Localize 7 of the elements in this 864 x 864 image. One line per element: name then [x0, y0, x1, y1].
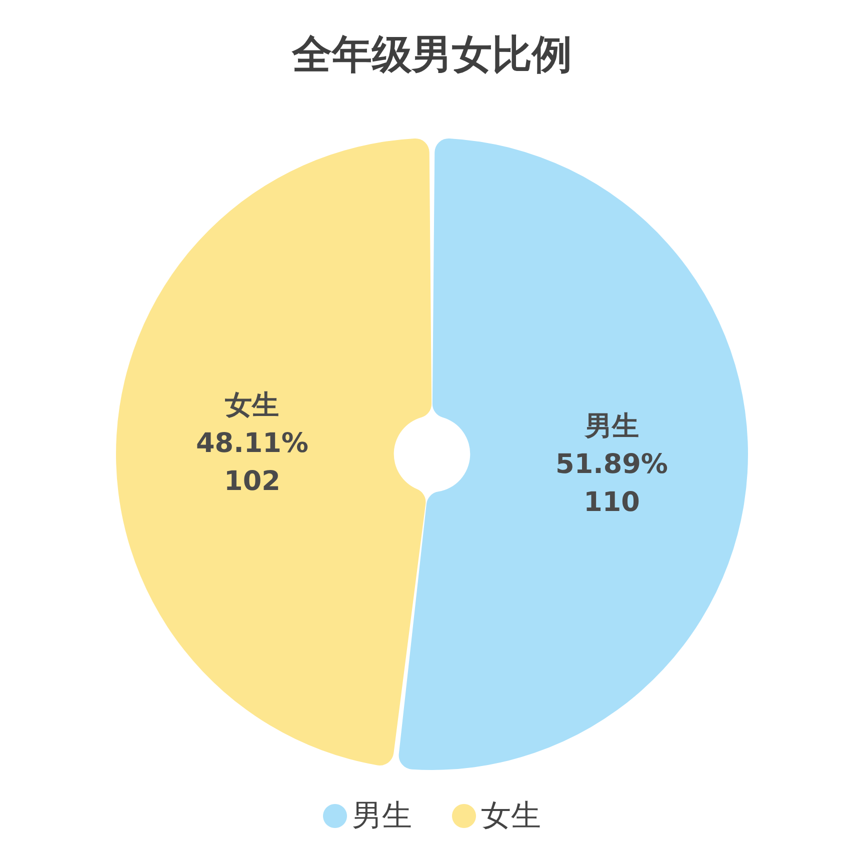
data-label: 48.11% 102 — [196, 428, 308, 497]
legend-label: 女生 — [481, 798, 541, 834]
slice-label: 女生 — [224, 390, 280, 421]
data-label: 51.89% 110 — [556, 449, 668, 518]
chart-title: 全年级男女比例 — [291, 32, 572, 78]
slice-label: 男生 — [584, 411, 639, 442]
legend-label: 男生 — [352, 798, 412, 834]
